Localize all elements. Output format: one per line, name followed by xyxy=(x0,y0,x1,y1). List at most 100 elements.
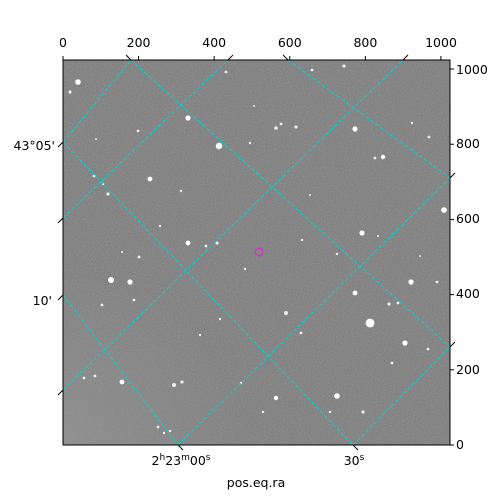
star xyxy=(328,410,332,414)
star xyxy=(419,255,421,257)
star xyxy=(248,141,252,145)
star xyxy=(365,318,375,328)
star xyxy=(427,135,431,139)
star xyxy=(215,241,219,245)
top-tick-label: 1000 xyxy=(425,35,457,50)
bottom-tick-label: 2h23m00s xyxy=(152,453,211,468)
star xyxy=(390,361,394,365)
star xyxy=(215,142,223,150)
right-tick-label: 1000 xyxy=(456,62,488,77)
bottom-axis: 2h23m00s 30s pos.eq.ra xyxy=(152,453,365,490)
target-marker xyxy=(254,247,264,257)
star-field xyxy=(68,64,447,435)
star xyxy=(156,425,160,429)
grid-line xyxy=(352,346,450,445)
star xyxy=(68,90,72,94)
star xyxy=(299,331,303,335)
star xyxy=(373,156,377,160)
star xyxy=(253,105,255,107)
star xyxy=(300,238,304,242)
grid-line xyxy=(63,141,354,445)
star xyxy=(75,79,81,85)
star xyxy=(380,154,386,160)
pixel-ticks xyxy=(62,56,454,446)
right-tick-label: 0 xyxy=(456,437,464,452)
star xyxy=(294,125,298,129)
star xyxy=(185,240,191,246)
plot-frame xyxy=(62,59,451,446)
star xyxy=(243,267,247,271)
star xyxy=(387,302,391,306)
star xyxy=(95,138,97,140)
star xyxy=(274,126,278,130)
nebula-glow xyxy=(63,60,450,445)
grid-line xyxy=(287,60,450,179)
bottom-tick-label: 30s xyxy=(344,453,365,468)
star xyxy=(185,115,191,121)
star xyxy=(168,429,172,433)
star xyxy=(137,255,141,259)
star xyxy=(119,379,125,385)
star xyxy=(93,374,97,378)
top-tick-label: 400 xyxy=(202,35,226,50)
star xyxy=(204,244,208,248)
star xyxy=(441,207,447,213)
star xyxy=(172,383,176,387)
left-tick-label: 43°05' xyxy=(14,138,56,153)
bottom-axis-title: pos.eq.ra xyxy=(227,475,285,490)
star xyxy=(396,301,400,305)
star xyxy=(377,235,379,237)
grid-line xyxy=(63,60,404,391)
top-tick-label: 200 xyxy=(127,35,151,50)
star xyxy=(100,303,104,307)
star xyxy=(408,279,414,285)
star xyxy=(435,280,439,284)
star xyxy=(359,230,365,236)
star xyxy=(82,376,86,380)
coordinate-grid xyxy=(63,60,450,445)
grid-line xyxy=(177,177,450,445)
star xyxy=(136,129,140,133)
star xyxy=(335,252,339,256)
star xyxy=(361,410,365,414)
star xyxy=(121,251,123,253)
star xyxy=(279,122,283,126)
star xyxy=(352,290,358,296)
star xyxy=(410,121,414,125)
star xyxy=(352,126,358,132)
star xyxy=(261,410,265,414)
star xyxy=(402,340,408,346)
star xyxy=(106,192,110,196)
left-tick-label: 10' xyxy=(33,293,52,308)
grid-line xyxy=(63,60,229,219)
star xyxy=(179,189,183,193)
star xyxy=(309,194,311,196)
star xyxy=(310,68,314,72)
top-tick-label: 0 xyxy=(59,35,67,50)
right-tick-label: 400 xyxy=(456,286,480,301)
top-tick-label: 600 xyxy=(278,35,302,50)
star xyxy=(426,347,430,351)
star xyxy=(273,395,279,401)
star xyxy=(342,64,346,68)
sky-image xyxy=(63,60,450,445)
grid-line xyxy=(63,294,179,445)
right-tick-label: 200 xyxy=(456,362,480,377)
world-ticks xyxy=(57,54,456,451)
star xyxy=(218,317,222,321)
right-axis: 0 200 400 600 800 1000 xyxy=(456,62,488,452)
right-tick-label: 800 xyxy=(456,136,480,151)
star xyxy=(334,393,340,399)
left-axis: 43°05' 10' xyxy=(14,138,56,308)
star xyxy=(108,277,114,283)
star xyxy=(224,70,228,74)
right-tick-label: 600 xyxy=(456,211,480,226)
star xyxy=(147,176,153,182)
grid-line xyxy=(130,60,450,348)
star xyxy=(127,279,133,285)
top-tick-label: 800 xyxy=(353,35,377,50)
star xyxy=(158,224,162,228)
star xyxy=(132,298,136,302)
star xyxy=(198,333,202,337)
